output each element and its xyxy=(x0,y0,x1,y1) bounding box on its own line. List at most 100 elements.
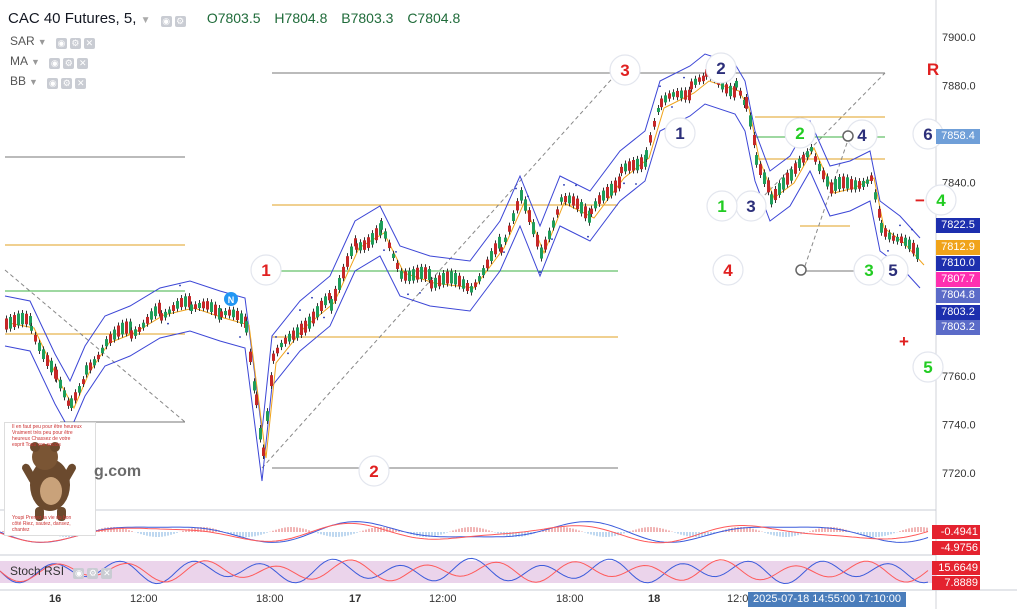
eye-icon[interactable]: ◉ xyxy=(55,37,67,49)
sar-dot xyxy=(323,316,325,319)
candle xyxy=(428,269,431,281)
stoch-k-line xyxy=(0,557,929,585)
price-tick-label: 7740.0 xyxy=(942,420,976,432)
candle xyxy=(270,375,273,387)
wave-label: 3 xyxy=(746,197,755,216)
settings-icon[interactable]: ⚙ xyxy=(69,37,81,49)
close-icon[interactable]: ✕ xyxy=(75,77,87,89)
symbol-title[interactable]: CAC 40 Futures, 5, xyxy=(8,10,137,27)
time-label: 18:00 xyxy=(556,593,584,605)
candle xyxy=(320,300,323,311)
candle xyxy=(354,238,357,247)
candle xyxy=(753,134,756,146)
price-tick-label: 7760.0 xyxy=(942,371,976,383)
candle xyxy=(259,427,262,440)
candle xyxy=(146,316,149,324)
eye-icon[interactable]: ◉ xyxy=(160,15,172,27)
candle xyxy=(818,163,821,172)
ohlc-values: O7803.5 H7804.8 B7803.3 C7804.8 xyxy=(207,10,470,26)
candle xyxy=(350,246,353,257)
candle xyxy=(598,195,601,204)
candle xyxy=(834,179,837,191)
eye-icon[interactable]: ◉ xyxy=(49,57,61,69)
stoch-rsi-label[interactable]: Stoch RSI ◉ ⚙ ✕ xyxy=(10,564,115,579)
candle xyxy=(253,381,256,391)
candle xyxy=(172,305,175,312)
watermark-text: g.com xyxy=(94,463,142,480)
wave-label-circle xyxy=(664,117,696,149)
candle xyxy=(109,334,112,344)
indicator-bb[interactable]: BB ▼ ◉ ⚙ ✕ xyxy=(10,74,89,89)
candle xyxy=(228,309,231,316)
candle xyxy=(486,259,489,269)
sar-dot xyxy=(527,195,529,198)
open-value: O7803.5 xyxy=(206,10,261,26)
candle xyxy=(220,311,223,318)
indicator-sar[interactable]: SAR ▼ ◉ ⚙ ✕ xyxy=(10,34,98,49)
candle xyxy=(588,210,591,223)
candle xyxy=(536,234,539,247)
stoch-d-tag: 7.8889 xyxy=(932,576,980,590)
close-icon[interactable]: ✕ xyxy=(77,57,89,69)
indicator-ma[interactable]: MA ▼ ◉ ⚙ ✕ xyxy=(10,54,91,69)
eye-icon[interactable]: ◉ xyxy=(47,77,59,89)
chevron-down-icon[interactable]: ▼ xyxy=(37,37,47,47)
candle xyxy=(63,390,66,398)
sar-dot xyxy=(911,228,913,231)
sar-dot xyxy=(539,271,541,273)
candle xyxy=(733,86,736,98)
candle xyxy=(190,304,193,312)
close-icon[interactable]: ✕ xyxy=(101,567,113,579)
sar-dot xyxy=(275,336,277,338)
candle xyxy=(236,310,239,321)
candle xyxy=(684,90,687,100)
candle xyxy=(117,325,120,337)
candle xyxy=(878,208,881,218)
time-label: 16 xyxy=(49,593,62,605)
dropdown-caret-icon[interactable]: ▼ xyxy=(140,15,151,26)
candle xyxy=(266,411,269,421)
sar-dot xyxy=(383,249,385,252)
candle xyxy=(614,180,617,193)
candle xyxy=(168,309,171,314)
wave-label: 1 xyxy=(717,197,726,216)
candle xyxy=(474,282,477,287)
candle xyxy=(420,266,423,279)
candle xyxy=(552,220,555,228)
bollinger-lower-line xyxy=(4,103,921,482)
candle xyxy=(154,306,157,317)
chevron-down-icon[interactable]: ▼ xyxy=(31,57,40,67)
sar-dot xyxy=(671,106,673,108)
chevron-down-icon[interactable]: ▼ xyxy=(29,77,38,87)
close-icon[interactable]: ✕ xyxy=(83,37,95,49)
candle xyxy=(500,247,503,253)
candle xyxy=(408,270,411,282)
settings-icon[interactable]: ⚙ xyxy=(87,567,99,579)
candle xyxy=(416,267,419,280)
candle xyxy=(363,240,366,250)
candle xyxy=(602,190,605,201)
candle xyxy=(624,163,627,172)
candle xyxy=(13,315,16,328)
macd-signal-tag: -4.9756 xyxy=(932,541,980,555)
wave-label: 2 xyxy=(716,59,725,78)
eye-icon[interactable]: ◉ xyxy=(73,567,85,579)
settings-icon[interactable]: ⚙ xyxy=(174,15,186,27)
candle xyxy=(342,266,345,279)
candle xyxy=(548,230,551,240)
candle xyxy=(594,201,597,209)
candle xyxy=(194,304,197,310)
candle xyxy=(892,235,895,241)
candle xyxy=(255,394,258,406)
candle xyxy=(262,447,265,456)
settings-icon[interactable]: ⚙ xyxy=(61,77,73,89)
candle xyxy=(584,206,587,219)
candle xyxy=(874,192,877,200)
settings-icon[interactable]: ⚙ xyxy=(63,57,75,69)
candle xyxy=(729,85,732,97)
sar-dot xyxy=(623,182,625,185)
candle xyxy=(680,90,683,99)
candle xyxy=(504,237,507,242)
